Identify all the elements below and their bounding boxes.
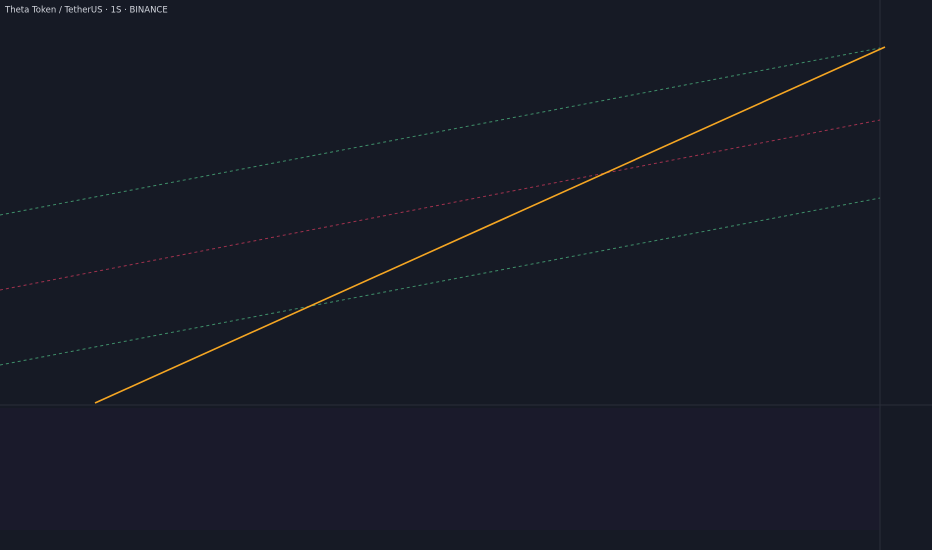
channel-lower: [0, 197, 881, 366]
channel-upper: [0, 47, 881, 216]
channel-mid: [0, 119, 881, 291]
trendline: [94, 46, 886, 404]
rsi-pane: [0, 408, 880, 530]
chart-title: Theta Token / TetherUS · 1S · BINANCE: [4, 6, 168, 16]
